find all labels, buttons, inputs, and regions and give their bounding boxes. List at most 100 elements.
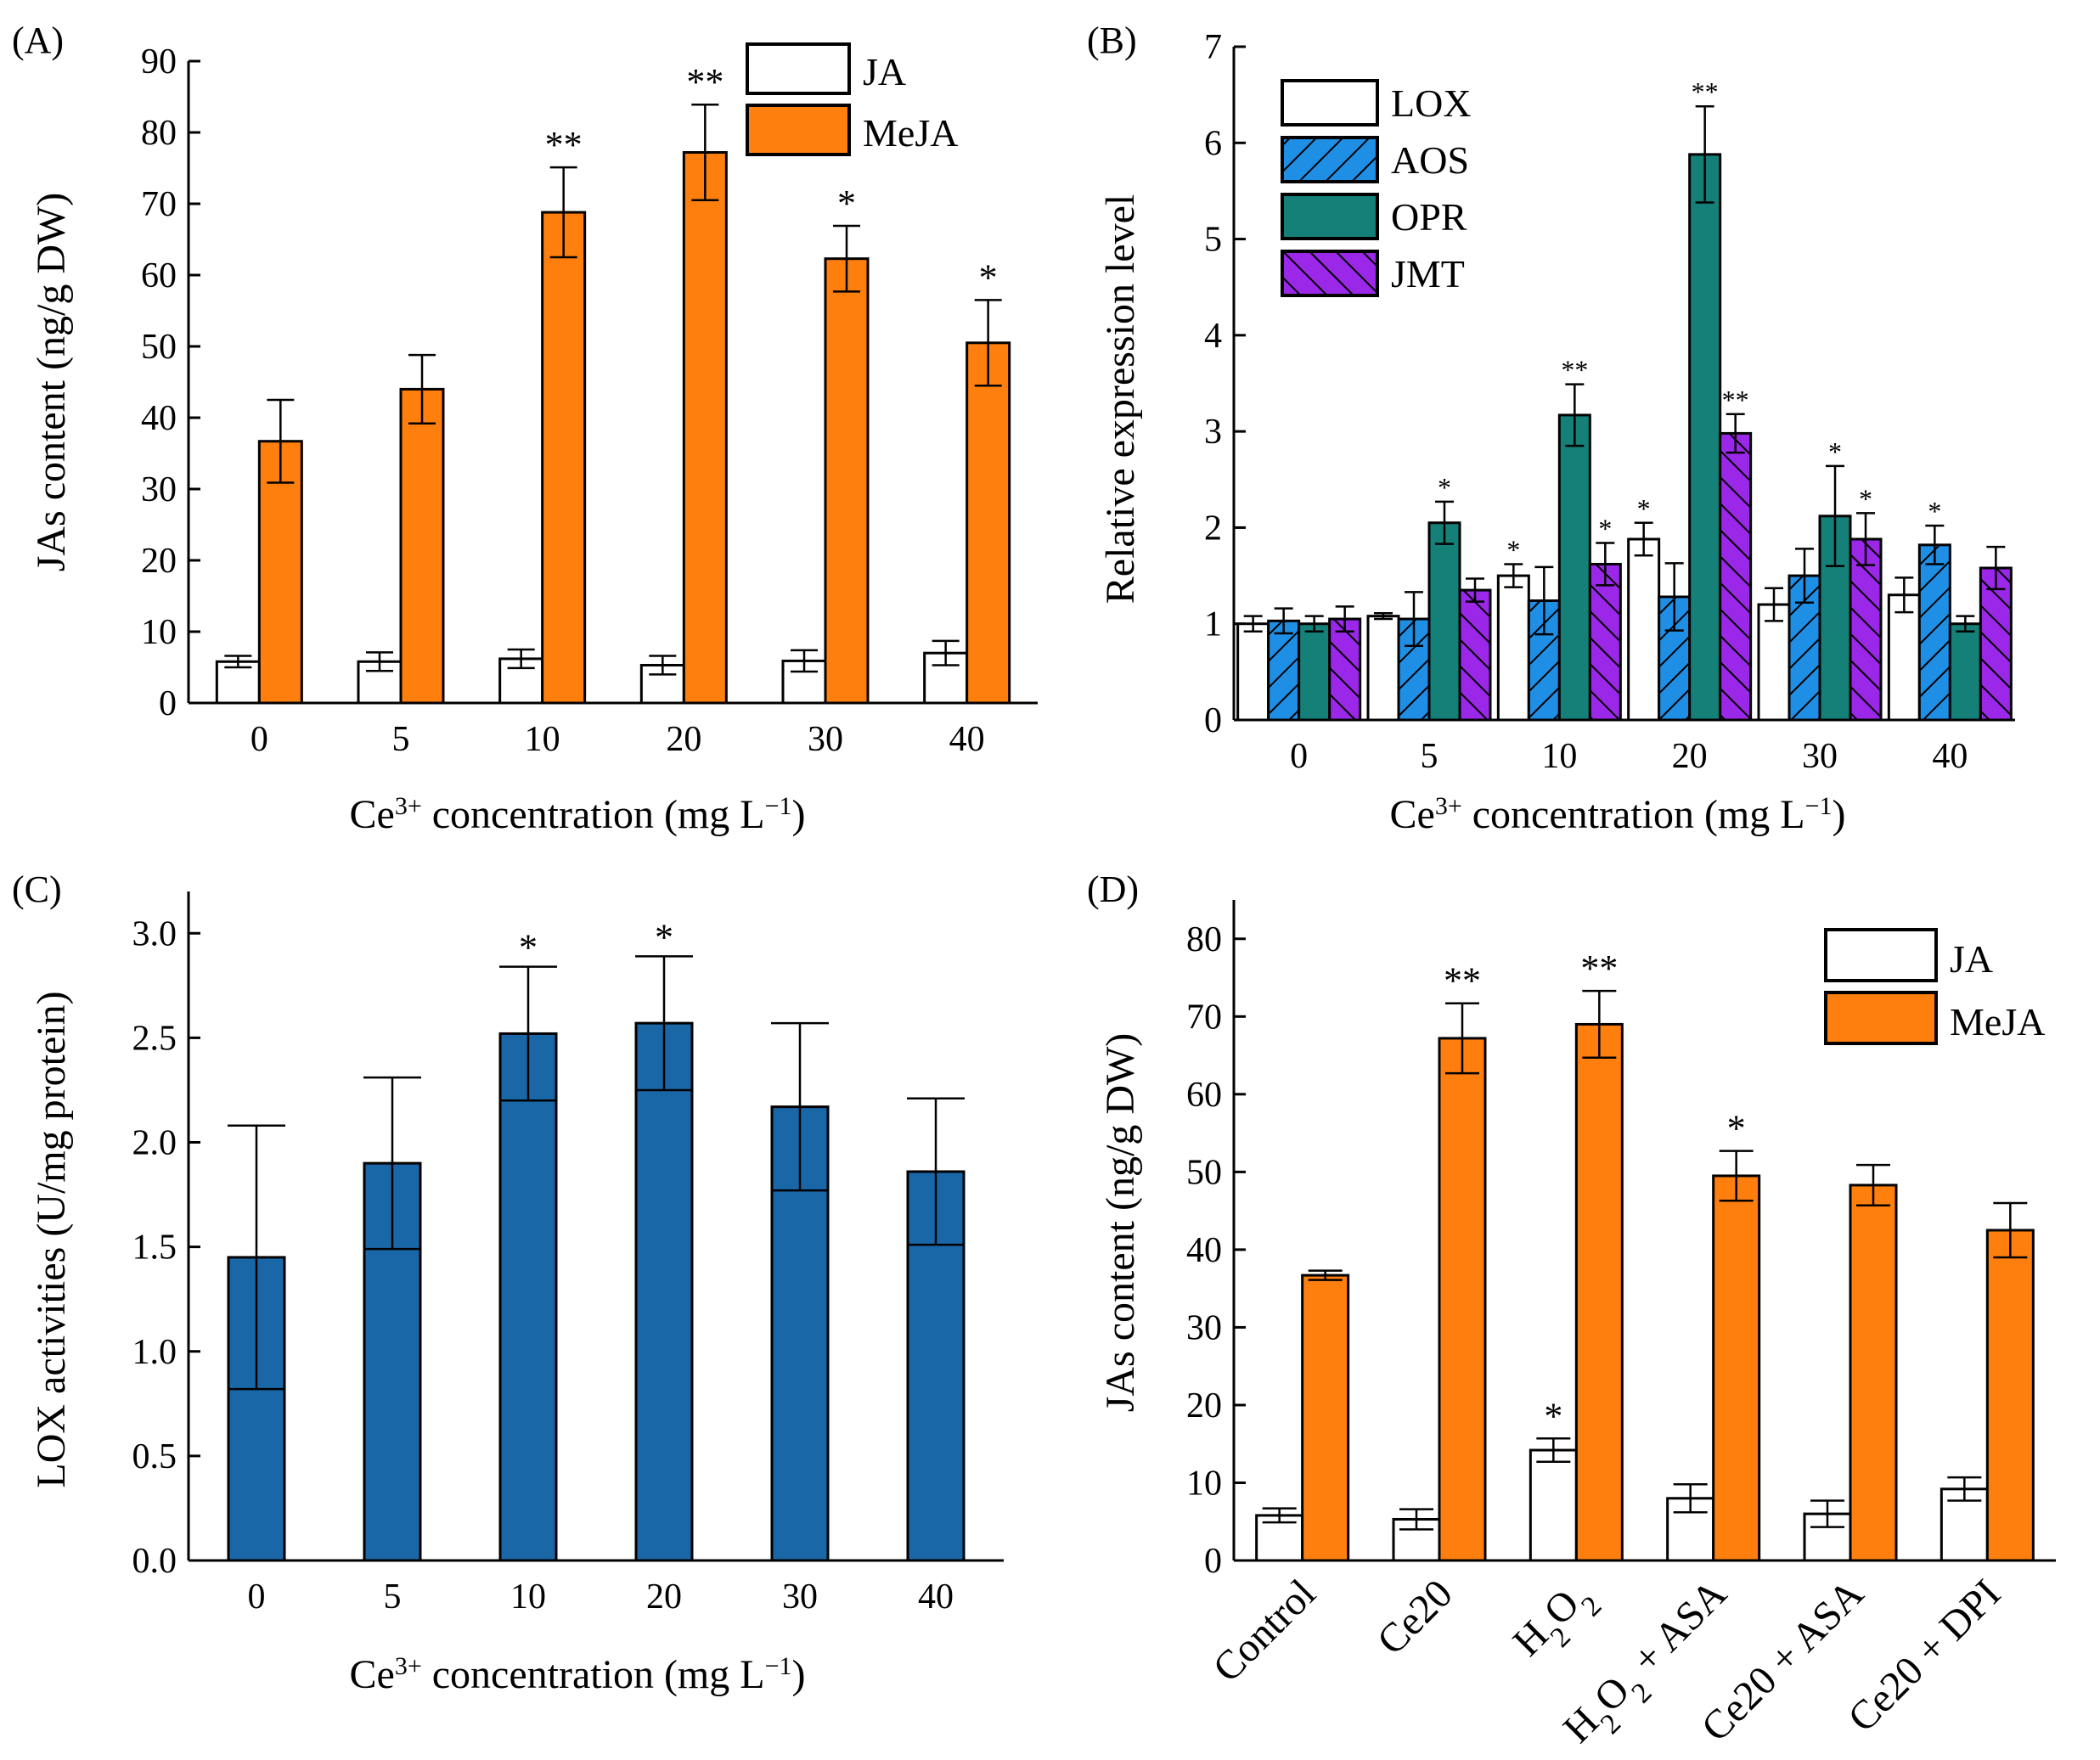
panel-d-bar-meja: [1985, 1229, 2035, 1562]
panel-b-x-tick-label: 0: [1290, 737, 1308, 776]
panel-b-sig-label: *: [1598, 514, 1612, 544]
panel-b-bar-jmt: [1458, 588, 1492, 722]
panel-b-y-tick-label: 3: [1204, 413, 1222, 452]
panel-a-x-tick-label: 30: [808, 720, 843, 759]
panel-d-y-tick-label: 80: [1186, 920, 1222, 959]
panel-b-x-title-part-4: ): [1833, 792, 1846, 837]
panel-a-bar-meja: [682, 151, 728, 705]
panel-b-x-tick-label: 10: [1541, 737, 1577, 776]
panel-a-y-tick-label: 80: [141, 114, 177, 153]
panel-b-x-title-part-2: concentration (mg L: [1462, 792, 1805, 837]
panel-b-bar-jmt: [1588, 562, 1622, 722]
panel-a-y-tick-label: 60: [141, 256, 177, 295]
panel-b-y-tick-label: 6: [1204, 124, 1222, 163]
panel-a-sig-label: **: [686, 61, 723, 103]
panel-b-bar-lox: [1496, 574, 1530, 722]
panel-b-legend-swatch-opr: [1281, 193, 1379, 240]
panel-d-y-tick-label: 60: [1186, 1076, 1222, 1115]
panel-a-x-tick-label: 0: [251, 720, 268, 759]
panel-a-x-tick-label: 5: [392, 720, 410, 759]
panel-a-bar-meja: [824, 257, 870, 705]
panel-b-sig-label: *: [1859, 483, 1872, 514]
panel-a-x-tick-label: 40: [949, 720, 985, 759]
panel-d-x-tick-label-part: H: [1505, 1612, 1557, 1665]
panel-b-y-tick-label: 0: [1204, 701, 1222, 740]
panel-d-x-tick-label-part: + ASA: [1617, 1571, 1736, 1690]
panel-c-bar-lox_activity: [634, 1021, 694, 1562]
panel-b-x-axis-title: Ce3+ concentration (mg L−1): [1389, 792, 1845, 838]
panel-a-legend-label-meja: MeJA: [863, 111, 958, 155]
panel-d-bar-meja: [1438, 1037, 1487, 1562]
panel-c-y-tick-label: 0.5: [132, 1437, 177, 1476]
panel-b-x-title-part-0: Ce: [1389, 792, 1434, 837]
panel-d-x-tick-label: Control: [1204, 1571, 1324, 1690]
panel-a-y-tick-label: 0: [159, 684, 177, 723]
panel-b-legend-label-opr: OPR: [1391, 195, 1467, 239]
panel-d-x-tick-label: H2O2: [1505, 1571, 1608, 1674]
panel-d-x-tick-label-part: H: [1555, 1699, 1607, 1752]
panel-b-sig-label: *: [1828, 436, 1842, 467]
panel-c-y-axis-title: LOX activities (U/mg protein): [29, 991, 74, 1487]
panel-b-bar-jmt: [1979, 566, 2013, 722]
panel-c-bar-lox_activity: [498, 1032, 558, 1562]
panel-d-y-tick-label: 30: [1186, 1308, 1222, 1347]
panel-c-x-axis-title: Ce3+ concentration (mg L−1): [349, 1652, 805, 1698]
panel-b-bar-lox: [1236, 622, 1270, 722]
panel-b-sig-label: **: [1692, 76, 1719, 107]
panel-c-y-tick-label: 2.5: [132, 1019, 177, 1058]
panel-c-x-tick-label: 0: [248, 1577, 266, 1617]
panel-a-x-axis-title: Ce3+ concentration (mg L−1): [349, 792, 805, 838]
panel-b-x-tick-label: 20: [1672, 737, 1708, 776]
panel-b-sig-label: *: [1438, 472, 1451, 503]
panel-c-y-tick-label: 0.0: [132, 1542, 177, 1581]
panel-a-y-tick-label: 30: [141, 470, 177, 509]
panel-d-y-tick-label: 20: [1186, 1386, 1222, 1425]
panel-d-legend-swatch-ja: [1824, 928, 1938, 982]
panel-b-y-tick-label: 2: [1204, 509, 1222, 548]
panel-c-x-title-part-2: concentration (mg L: [422, 1652, 765, 1697]
panel-a-x-title-part-2: concentration (mg L: [422, 792, 765, 837]
panel-a-y-axis-title: JAs content (ng/g DW): [29, 193, 74, 572]
panel-b-bar-opr: [1298, 622, 1332, 722]
panel-d-bar-meja: [1712, 1174, 1761, 1562]
panel-b-y-tick-label: 4: [1204, 317, 1222, 356]
panel-c-y-tick-label: 3.0: [132, 914, 177, 953]
panel-a-y-tick-label: 90: [141, 42, 177, 82]
panel-d-x-tick-label-part: O: [1535, 1581, 1588, 1633]
panel-b-bar-jmt: [1849, 537, 1883, 722]
panel-b-y-axis-title: Relative expression level: [1098, 194, 1143, 604]
panel-b-bar-aos: [1917, 543, 1951, 722]
panel-a-y-tick-label: 40: [141, 399, 177, 438]
panel-d-y-tick-label: 0: [1204, 1542, 1222, 1581]
panel-c-y-tick-label: 1.0: [132, 1333, 177, 1372]
panel-d-label: (D): [1087, 869, 1139, 910]
panel-d-sig-label: *: [1544, 1395, 1562, 1437]
panel-b-y-tick-label: 1: [1204, 605, 1222, 644]
panel-b-label: (B): [1087, 20, 1137, 61]
panel-d-y-tick-label: 70: [1186, 998, 1222, 1037]
panel-b-x-tick-label: 5: [1421, 737, 1438, 776]
panel-b-x-tick-label: 30: [1802, 737, 1838, 776]
panel-b-bar-lox: [1627, 537, 1661, 722]
panel-b-legend-swatch-aos: [1281, 136, 1379, 183]
panel-b-legend-label-aos: AOS: [1391, 138, 1469, 182]
panel-a-y-tick-label: 20: [141, 542, 177, 581]
panel-c-x-title-part-4: ): [792, 1652, 806, 1697]
panel-a-y-tick-label: 10: [141, 613, 177, 652]
panel-a-bar-meja: [541, 211, 587, 705]
panel-a-x-title-part-0: Ce: [349, 792, 394, 837]
panel-b-y-tick-label: 5: [1204, 221, 1222, 260]
panel-a-y-tick-label: 70: [141, 185, 177, 224]
panel-a-chart: 0 10 20 30 40 50 60 70 80 90 0 5 10 ** 20 ** 30 * 40 * JAs c…: [29, 42, 1038, 837]
panel-d-y-tick-label: 10: [1186, 1464, 1222, 1503]
panel-d-sig-label: **: [1444, 960, 1481, 1002]
panel-b-legend-swatch-jmt: [1281, 250, 1379, 297]
panel-b-bar-opr: [1688, 153, 1722, 722]
panel-b-x-title-part-3: −1: [1805, 792, 1833, 820]
panel-b-y-tick-label: 7: [1204, 28, 1222, 67]
panel-d-bar-meja: [1574, 1022, 1624, 1562]
panel-a-legend-label-ja: JA: [863, 50, 906, 93]
panel-b-legend-label-jmt: JMT: [1391, 252, 1465, 295]
panel-b-x-tick-label: 40: [1932, 737, 1968, 776]
